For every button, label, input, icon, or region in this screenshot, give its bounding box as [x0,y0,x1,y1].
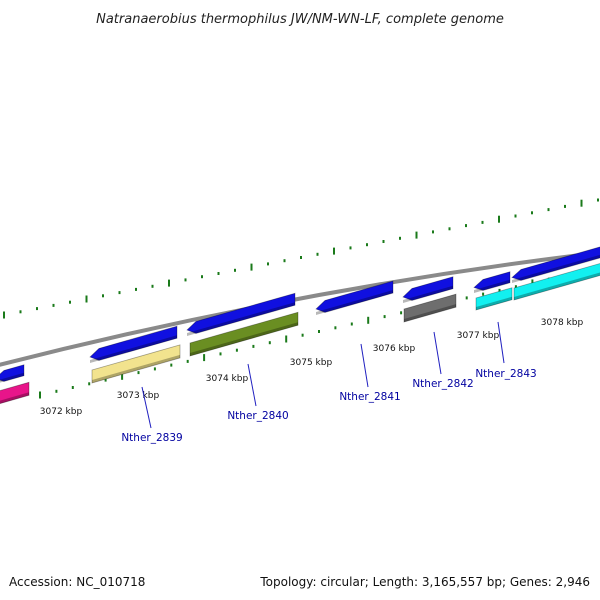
feature-khaki-block [91,344,181,384]
feature-cds-arrow [186,292,296,334]
feature-cyan-block [513,263,600,301]
feature-cds-arrow [89,325,178,361]
gene-labels: Nther_2839 Nther_2840 Nther_2841 Nther_2842… [121,321,537,444]
genome-backbone [0,250,600,367]
feature-cds-arrow [511,246,600,281]
scale-labels: 3072 kbp 3073 kbp 3074 kbp 3075 kbp 3076 kbp… [40,318,584,417]
outer-tick-ring [3,198,599,319]
feature-cyan-block [475,287,513,311]
feature-tracks [0,246,600,404]
gene-label: Nther_2840 [227,410,288,422]
feature-cds-arrow [0,364,25,382]
feature-shade [512,254,600,283]
feature-shade [0,392,29,404]
scale-label: 3076 kbp [373,344,416,354]
scale-label: 3074 kbp [206,374,249,384]
gene-leader-line [247,363,257,407]
feature-shade [404,304,456,322]
feature-cds-arrow [315,280,394,313]
gene-leader-line [360,343,369,388]
feature-magenta-block [0,381,30,404]
feature-shade [316,290,393,315]
feature-shade [90,335,177,363]
feature-shade [187,302,295,336]
feature-shade [514,272,600,300]
map-title: Natranaerobius thermophilus JW/NM-WN-LF,… [96,12,504,27]
feature-shade [476,296,512,310]
feature-olive-block [189,311,299,357]
feature-shade [403,285,453,303]
gene-label: Nther_2839 [121,432,182,444]
gene-label: Nther_2841 [339,391,400,403]
gene-leader-line [433,331,442,375]
scale-label: 3077 kbp [457,331,500,341]
accession-label: Accession: NC_010718 [9,575,145,589]
feature-shade [190,322,298,356]
scale-label: 3078 kbp [541,318,584,328]
feature-shade [92,354,180,383]
gene-leader-line [141,386,152,429]
genome-summary: Topology: circular; Length: 3,165,557 bp… [259,575,590,589]
gene-label: Nther_2843 [475,368,536,380]
scale-label: 3072 kbp [40,407,83,417]
gene-leader-line [497,321,505,364]
scale-label: 3075 kbp [290,358,333,368]
gene-label: Nther_2842 [412,378,473,390]
feature-shade [0,372,24,383]
feature-gray-block [403,293,457,323]
feature-cds-arrow [473,271,511,291]
scale-label: 3073 kbp [117,391,160,401]
feature-cds-arrow [402,276,454,301]
feature-shade [474,279,510,293]
